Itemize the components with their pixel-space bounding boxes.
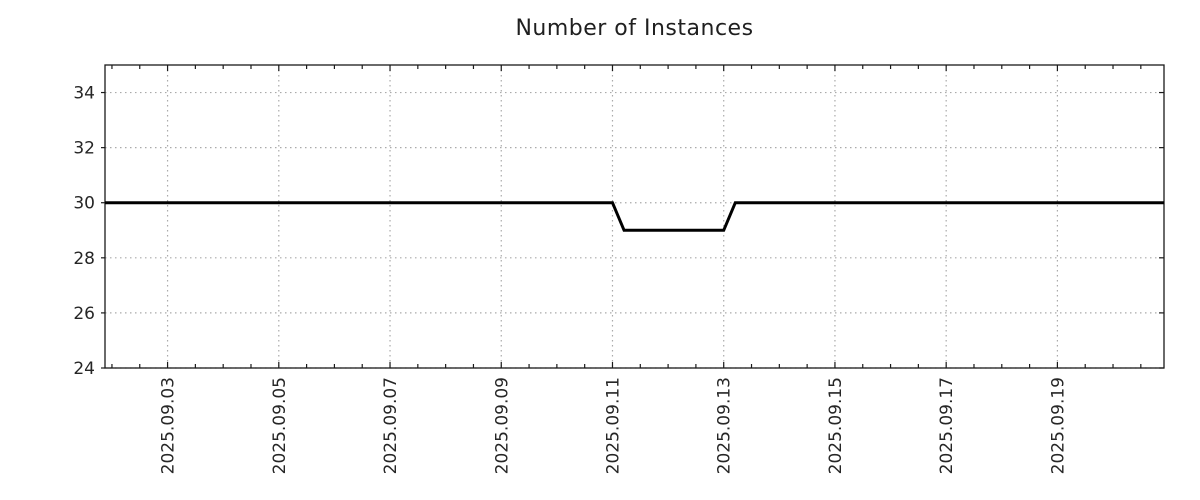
x-tick-label: 2025.09.07: [381, 377, 401, 474]
y-tick-label: 28: [73, 249, 95, 269]
x-tick-label: 2025.09.19: [1048, 377, 1068, 474]
x-tick-label: 2025.09.17: [937, 377, 957, 474]
x-tick-label: 2025.09.05: [270, 377, 290, 474]
y-tick-label: 30: [73, 194, 95, 214]
plot-border: [104, 64, 1165, 369]
x-tick-label: 2025.09.15: [826, 377, 846, 474]
x-tick-label: 2025.09.09: [492, 377, 512, 474]
chart-title: Number of Instances: [515, 16, 754, 41]
series-instances-line: [105, 201, 1164, 232]
x-tick-label: 2025.09.13: [715, 377, 735, 474]
y-tick-label: 24: [73, 359, 95, 379]
y-tick-label: 32: [73, 139, 95, 159]
x-tick-label: 2025.09.03: [159, 377, 179, 474]
y-tick-label: 34: [73, 84, 95, 104]
y-tick-label: 26: [73, 304, 95, 324]
x-tick-label: 2025.09.11: [603, 377, 623, 474]
